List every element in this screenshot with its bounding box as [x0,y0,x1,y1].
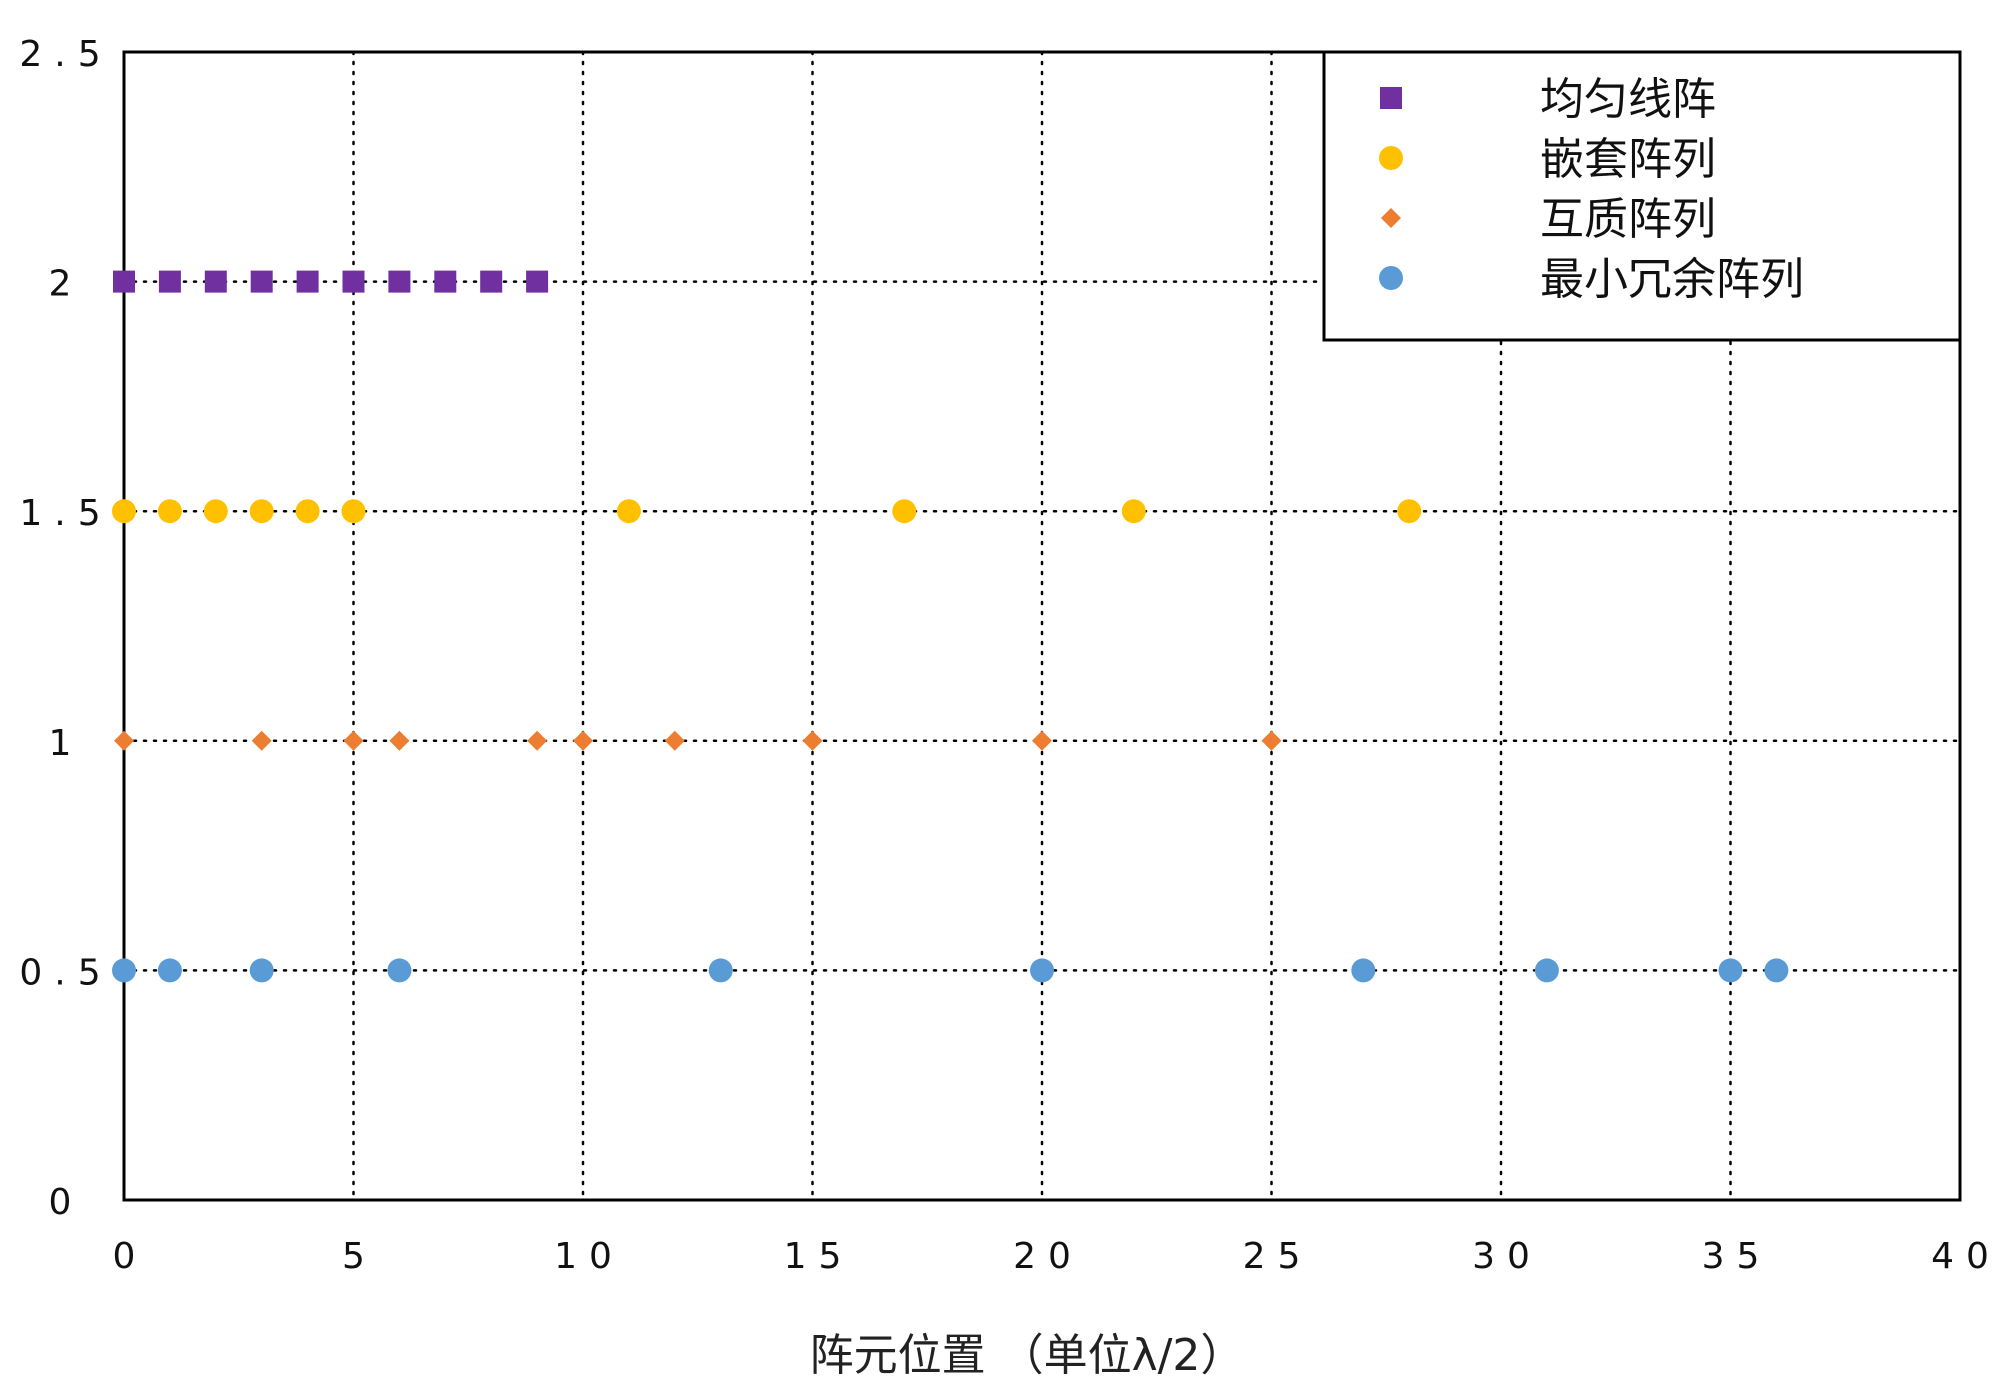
y-tick-label: 2 [49,264,84,305]
data-point [1534,958,1559,983]
x-tick-label: 5 [342,1236,377,1277]
legend-label: 互质阵列 [1540,194,1716,245]
y-axis-ticks: 0 0.5 1 1.5 2 2.5 [19,34,112,1223]
data-point [802,730,823,751]
x-tick-label: 20 [1013,1236,1083,1277]
data-point [1351,958,1376,983]
legend-label: 最小冗余阵列 [1540,254,1804,305]
data-point [573,730,593,751]
legend-item: 均匀线阵 [1380,74,1716,125]
data-point [526,270,549,293]
data-point [203,499,228,524]
y-tick-label: 1.5 [19,493,112,534]
y-tick-label: 2.5 [19,34,112,75]
y-tick-label: 0 [49,1182,84,1223]
data-point [158,270,181,293]
legend-marker [1379,266,1403,290]
data-point [112,958,136,983]
data-point [157,499,182,524]
legend-label: 嵌套阵列 [1540,134,1716,185]
data-point [341,499,366,524]
data-point [1261,730,1282,751]
data-point [1718,958,1743,983]
data-point [1121,499,1146,524]
data-point [157,958,182,983]
x-axis-title: 阵元位置 （单位λ/2） [810,1330,1245,1381]
data-point [112,499,136,524]
data-point [434,270,457,293]
legend-box [1322,50,1962,342]
data-point [251,730,272,751]
data-point [342,270,365,293]
x-tick-label: 25 [1243,1236,1313,1277]
data-point [296,270,319,293]
data-point [616,499,641,524]
legend-item: 嵌套阵列 [1379,134,1716,185]
x-tick-label: 35 [1702,1236,1772,1277]
x-tick-label: 30 [1472,1236,1542,1277]
legend-item: 最小冗余阵列 [1379,254,1804,305]
y-tick-label: 0.5 [19,952,112,993]
data-point [664,730,685,751]
legend-marker [1381,208,1401,228]
legend-marker [1379,146,1403,170]
data-point [892,499,917,524]
legend-marker [1380,87,1402,109]
data-point [388,270,411,293]
plot-frame [122,50,1962,1202]
x-tick-label: 15 [784,1236,854,1277]
data-point [343,730,364,751]
data-point [1032,730,1052,751]
legend-item: 互质阵列 [1381,194,1716,245]
x-axis-ticks: 0 5 10 15 20 25 30 35 40 [113,1236,2000,1277]
data-point [480,270,503,293]
data-point [1764,958,1789,983]
data-point [249,958,274,983]
data-point [114,730,134,751]
data-point [387,958,412,983]
data-point [295,499,320,524]
data-point [389,730,410,751]
data-point [204,270,227,293]
data-point [249,499,274,524]
data-markers [112,270,1789,983]
data-point [708,958,733,983]
data-point [527,730,548,751]
data-point [113,270,135,293]
data-point [250,270,273,293]
x-tick-label: 0 [113,1236,148,1277]
x-tick-label: 40 [1931,1236,2000,1277]
data-point [1030,958,1054,983]
data-point [1397,499,1422,524]
x-tick-label: 10 [554,1236,624,1277]
legend-label: 均匀线阵 [1540,74,1716,125]
y-tick-label: 1 [49,723,84,764]
